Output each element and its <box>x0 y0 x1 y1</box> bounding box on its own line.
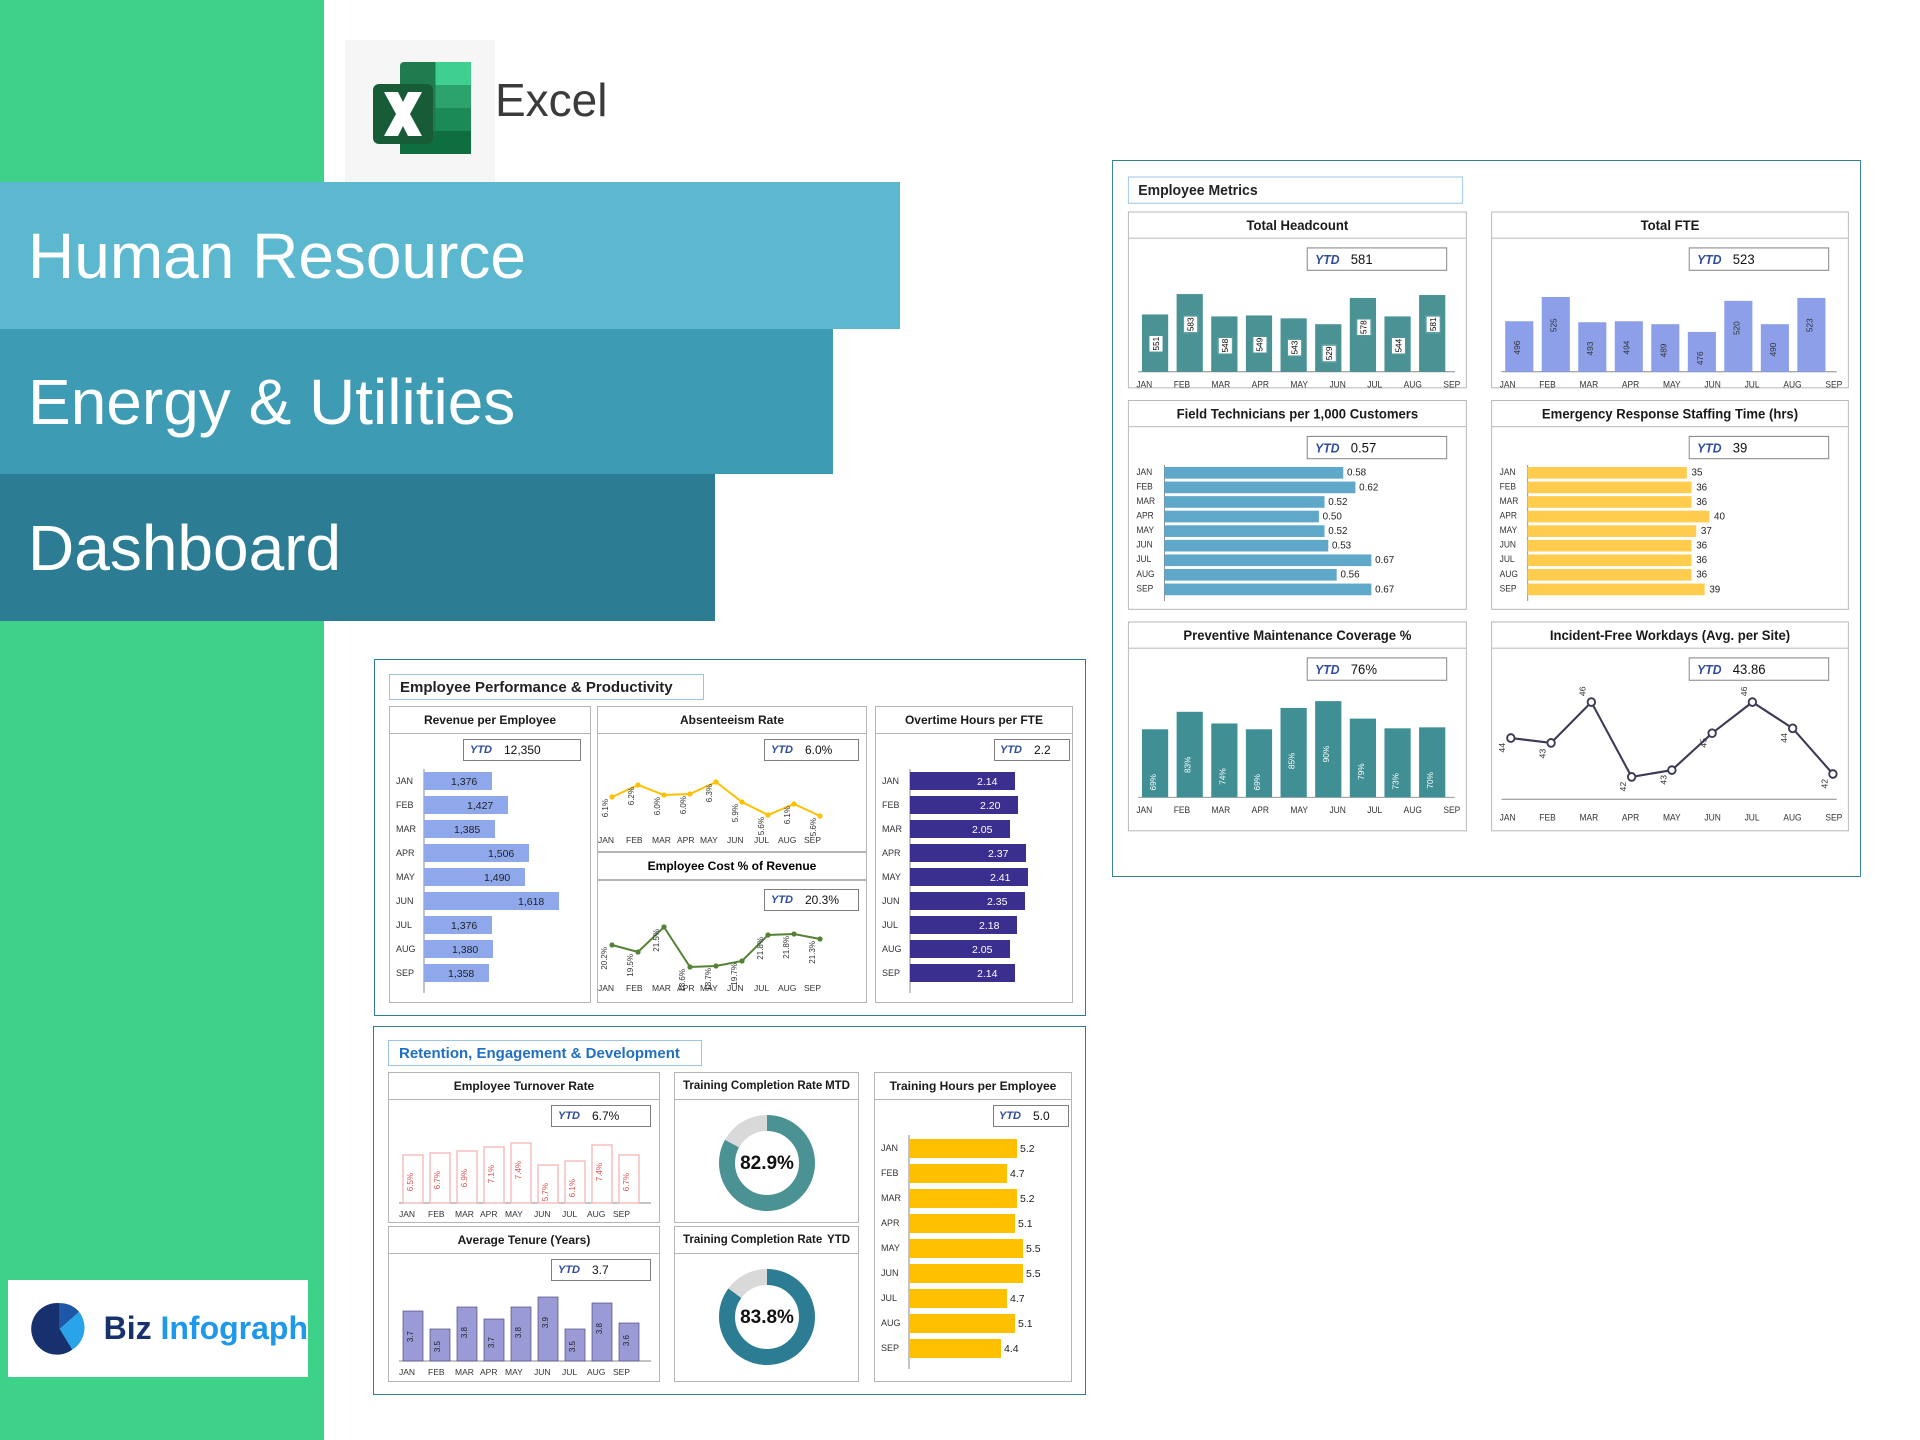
svg-text:82.9%: 82.9% <box>740 1153 794 1174</box>
svg-text:83.8%: 83.8% <box>740 1307 794 1328</box>
